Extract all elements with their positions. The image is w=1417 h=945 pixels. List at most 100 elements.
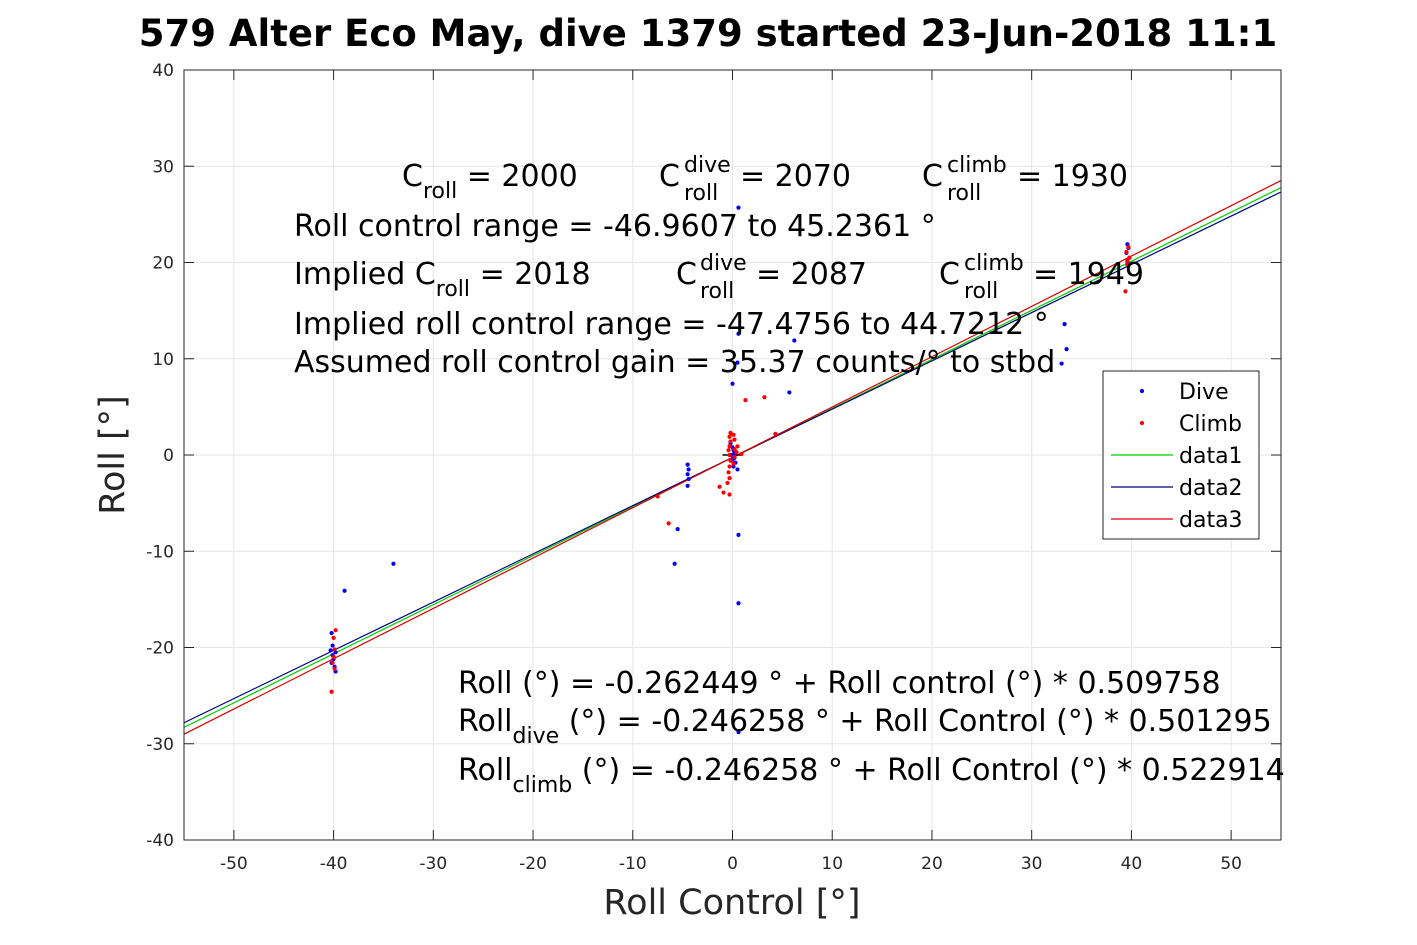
y-tick-label: 20: [152, 254, 174, 274]
y-axis-label: Roll [°]: [93, 395, 133, 515]
dive-point: [792, 338, 797, 343]
legend-marker-climb: [1139, 420, 1145, 426]
climb-point: [1125, 262, 1130, 267]
dive-point: [686, 467, 691, 472]
climb-point: [728, 439, 733, 444]
x-tick-label: -40: [320, 854, 348, 874]
climb-point: [732, 437, 737, 442]
legend-label: data3: [1179, 508, 1243, 533]
dive-point: [1059, 361, 1064, 366]
climb-point: [731, 461, 736, 466]
dive-point: [685, 462, 690, 467]
climb-point: [1125, 258, 1130, 263]
climb-point: [727, 452, 732, 458]
y-tick-label: 0: [163, 446, 174, 466]
dive-point: [328, 648, 333, 653]
annotation-implied-c-roll: Implied Croll = 2018: [294, 257, 591, 302]
climb-point: [727, 464, 732, 469]
annotation-implied-c-roll-dive-sub: roll: [700, 279, 734, 304]
climb-point: [739, 451, 744, 457]
climb-point: [725, 480, 730, 486]
annotation-c-roll-climb-sub: roll: [947, 181, 981, 206]
y-tick-label: -30: [146, 735, 174, 755]
x-tick-label: -30: [419, 854, 447, 874]
annotation-c-roll-climb-value: = 1930: [1017, 159, 1128, 194]
climb-point: [1124, 249, 1129, 255]
annotation-implied-c-roll-dive-value: = 2087: [756, 257, 867, 292]
climb-point: [1126, 245, 1131, 250]
x-tick-label: 40: [1121, 854, 1143, 874]
annotation-c-roll-climb-sup: climb: [947, 153, 1007, 178]
climb-point: [330, 660, 335, 666]
annotation-fit-dive: Rolldive (°) = -0.246258 ° + Roll Contro…: [458, 704, 1272, 749]
annotation-implied-c-roll-climb-sub: roll: [964, 279, 998, 304]
y-tick-label: -10: [146, 542, 174, 562]
y-tick-label: 30: [152, 157, 174, 177]
x-tick-label: 20: [921, 854, 943, 874]
annotation-implied-c-roll-dive-sup: dive: [700, 251, 747, 276]
climb-point: [727, 444, 732, 449]
climb-point: [727, 476, 732, 481]
dive-point: [731, 464, 736, 469]
dive-point: [672, 561, 677, 566]
y-tick-label: 10: [152, 350, 174, 370]
x-tick-label: -10: [619, 854, 647, 874]
climb-point: [331, 635, 336, 640]
dive-point: [391, 561, 396, 566]
dive-point: [736, 532, 741, 537]
x-tick-label: -20: [519, 854, 547, 874]
y-tick-label: 40: [152, 61, 174, 81]
climb-point: [734, 450, 739, 455]
x-tick-label: 30: [1021, 854, 1043, 874]
annotation-c-roll-dive-sup: dive: [684, 153, 731, 178]
x-tick-label: 0: [727, 854, 738, 874]
dive-point: [685, 483, 690, 488]
annotation-c-roll-climb: C: [922, 159, 943, 194]
annotation-assumed-gain: Assumed roll control gain = 35.37 counts…: [294, 345, 1055, 380]
annotation-implied-c-roll-climb-sup: climb: [964, 251, 1024, 276]
annotation-c-roll: Croll = 2000: [402, 159, 578, 204]
climb-point: [728, 458, 733, 463]
annotation-fit-climb: Rollclimb (°) = -0.246258 ° + Roll Contr…: [458, 753, 1285, 798]
dive-point: [329, 630, 334, 636]
dive-point: [735, 467, 740, 472]
dive-point: [730, 381, 735, 386]
dive-point: [342, 588, 347, 593]
dive-point: [736, 205, 741, 210]
y-tick-label: -20: [146, 639, 174, 659]
annotation-roll-control-range: Roll control range = -46.9607 to 45.2361…: [294, 209, 936, 244]
x-tick-label: 50: [1220, 854, 1242, 874]
annotation-group: Croll = 2000 C dive roll = 2070 C climb …: [294, 153, 1285, 798]
climb-point: [721, 490, 726, 495]
dive-point: [787, 390, 792, 395]
legend-label: Dive: [1179, 380, 1229, 405]
climb-point: [732, 454, 737, 460]
annotation-c-roll-dive: C: [659, 159, 680, 194]
legend: Dive Climb data1 data2 data3: [1102, 370, 1260, 540]
climb-point: [331, 655, 336, 660]
dive-point: [330, 643, 335, 648]
dive-point: [736, 331, 741, 336]
series-layer: [183, 180, 1282, 735]
legend-marker-dive: [1139, 388, 1145, 394]
climb-point: [727, 492, 732, 497]
legend-label: data2: [1179, 476, 1243, 501]
climb-point: [1123, 289, 1128, 294]
legend-label: Climb: [1179, 412, 1242, 437]
climb-point: [728, 430, 733, 435]
annotation-implied-range: Implied roll control range = -47.4756 to…: [294, 307, 1049, 342]
annotation-implied-c-roll-dive: C: [676, 257, 697, 292]
annotation-c-roll-dive-value: = 2070: [740, 159, 851, 194]
climb-point: [743, 398, 748, 403]
climb-point: [666, 521, 671, 526]
x-tick-label: -50: [220, 854, 248, 874]
annotation-fit-all: Roll (°) = -0.262449 ° + Roll control (°…: [458, 666, 1221, 701]
dive-point: [736, 601, 741, 606]
dive-point: [686, 476, 691, 482]
dive-point: [735, 360, 740, 365]
annotation-implied-c-roll-climb: C: [939, 257, 960, 292]
x-axis-label: Roll Control [°]: [603, 883, 860, 923]
climb-point: [735, 444, 740, 449]
climb-point: [726, 448, 731, 453]
